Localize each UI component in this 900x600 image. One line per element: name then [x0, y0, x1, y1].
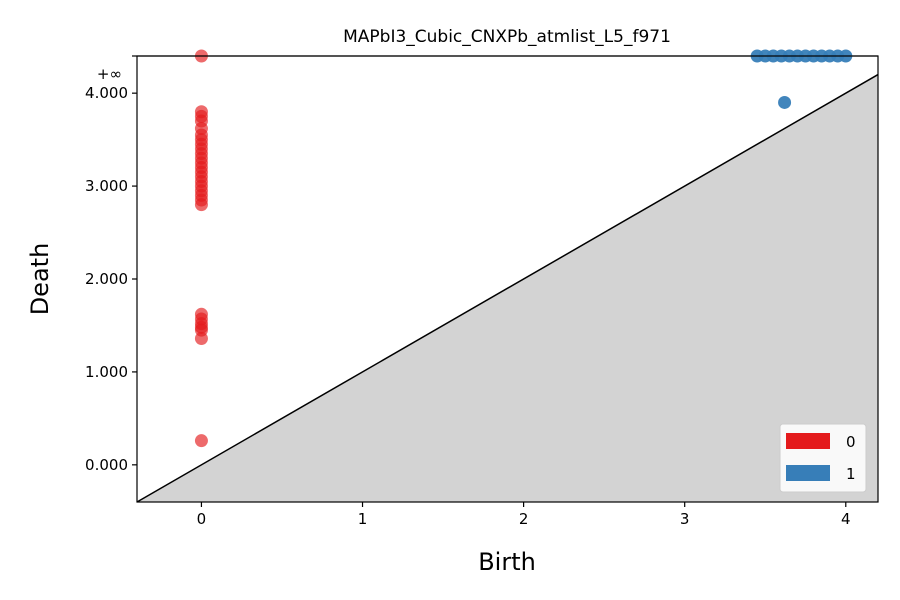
- point-series-0-27: [194, 434, 208, 448]
- x-axis-title: Birth: [478, 548, 536, 576]
- plot-area: [136, 49, 879, 503]
- x-axis: 0 1 2 3 4: [197, 502, 851, 528]
- point-series-1-12: [778, 95, 792, 109]
- y-axis-title: Death: [26, 243, 54, 316]
- x-tick-label-0: 0: [197, 510, 207, 528]
- y-tick-label-0.000: 0.000: [85, 456, 128, 474]
- point-series-0-20: [194, 198, 208, 212]
- data-points: [194, 49, 853, 448]
- y-tick-label-1.000: 1.000: [85, 363, 128, 381]
- y-tick-label-2.000: 2.000: [85, 270, 128, 288]
- x-tick-label-1: 1: [358, 510, 368, 528]
- infinity-tick-label: +∞: [97, 65, 122, 83]
- point-series-0-26: [194, 331, 208, 345]
- x-tick-label-3: 3: [680, 510, 690, 528]
- legend-label-1: 1: [846, 465, 856, 483]
- x-tick-label-2: 2: [519, 510, 529, 528]
- diagonal-line: [136, 73, 879, 503]
- legend-label-0: 0: [846, 433, 856, 451]
- y-axis: 0.000 1.000 2.000 3.000 4.000: [85, 55, 137, 474]
- chart-title: MAPbI3_Cubic_CNXPb_atmlist_L5_f971: [343, 27, 671, 47]
- legend-swatch-1: [786, 465, 830, 481]
- y-tick-label-4.000: 4.000: [85, 84, 128, 102]
- x-tick-label-4: 4: [841, 510, 851, 528]
- legend: 0 1: [779, 423, 867, 493]
- y-tick-label-3.000: 3.000: [85, 177, 128, 195]
- legend-swatch-0: [786, 433, 830, 449]
